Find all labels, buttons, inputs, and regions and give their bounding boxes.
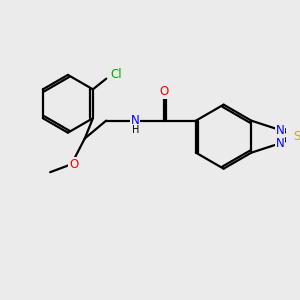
- Text: S: S: [293, 130, 300, 143]
- Text: H: H: [132, 125, 139, 135]
- Text: N: N: [276, 124, 284, 136]
- Text: N: N: [276, 137, 284, 150]
- Text: N: N: [130, 114, 140, 127]
- Text: Cl: Cl: [111, 68, 122, 81]
- Text: O: O: [69, 158, 78, 171]
- Text: O: O: [159, 85, 169, 98]
